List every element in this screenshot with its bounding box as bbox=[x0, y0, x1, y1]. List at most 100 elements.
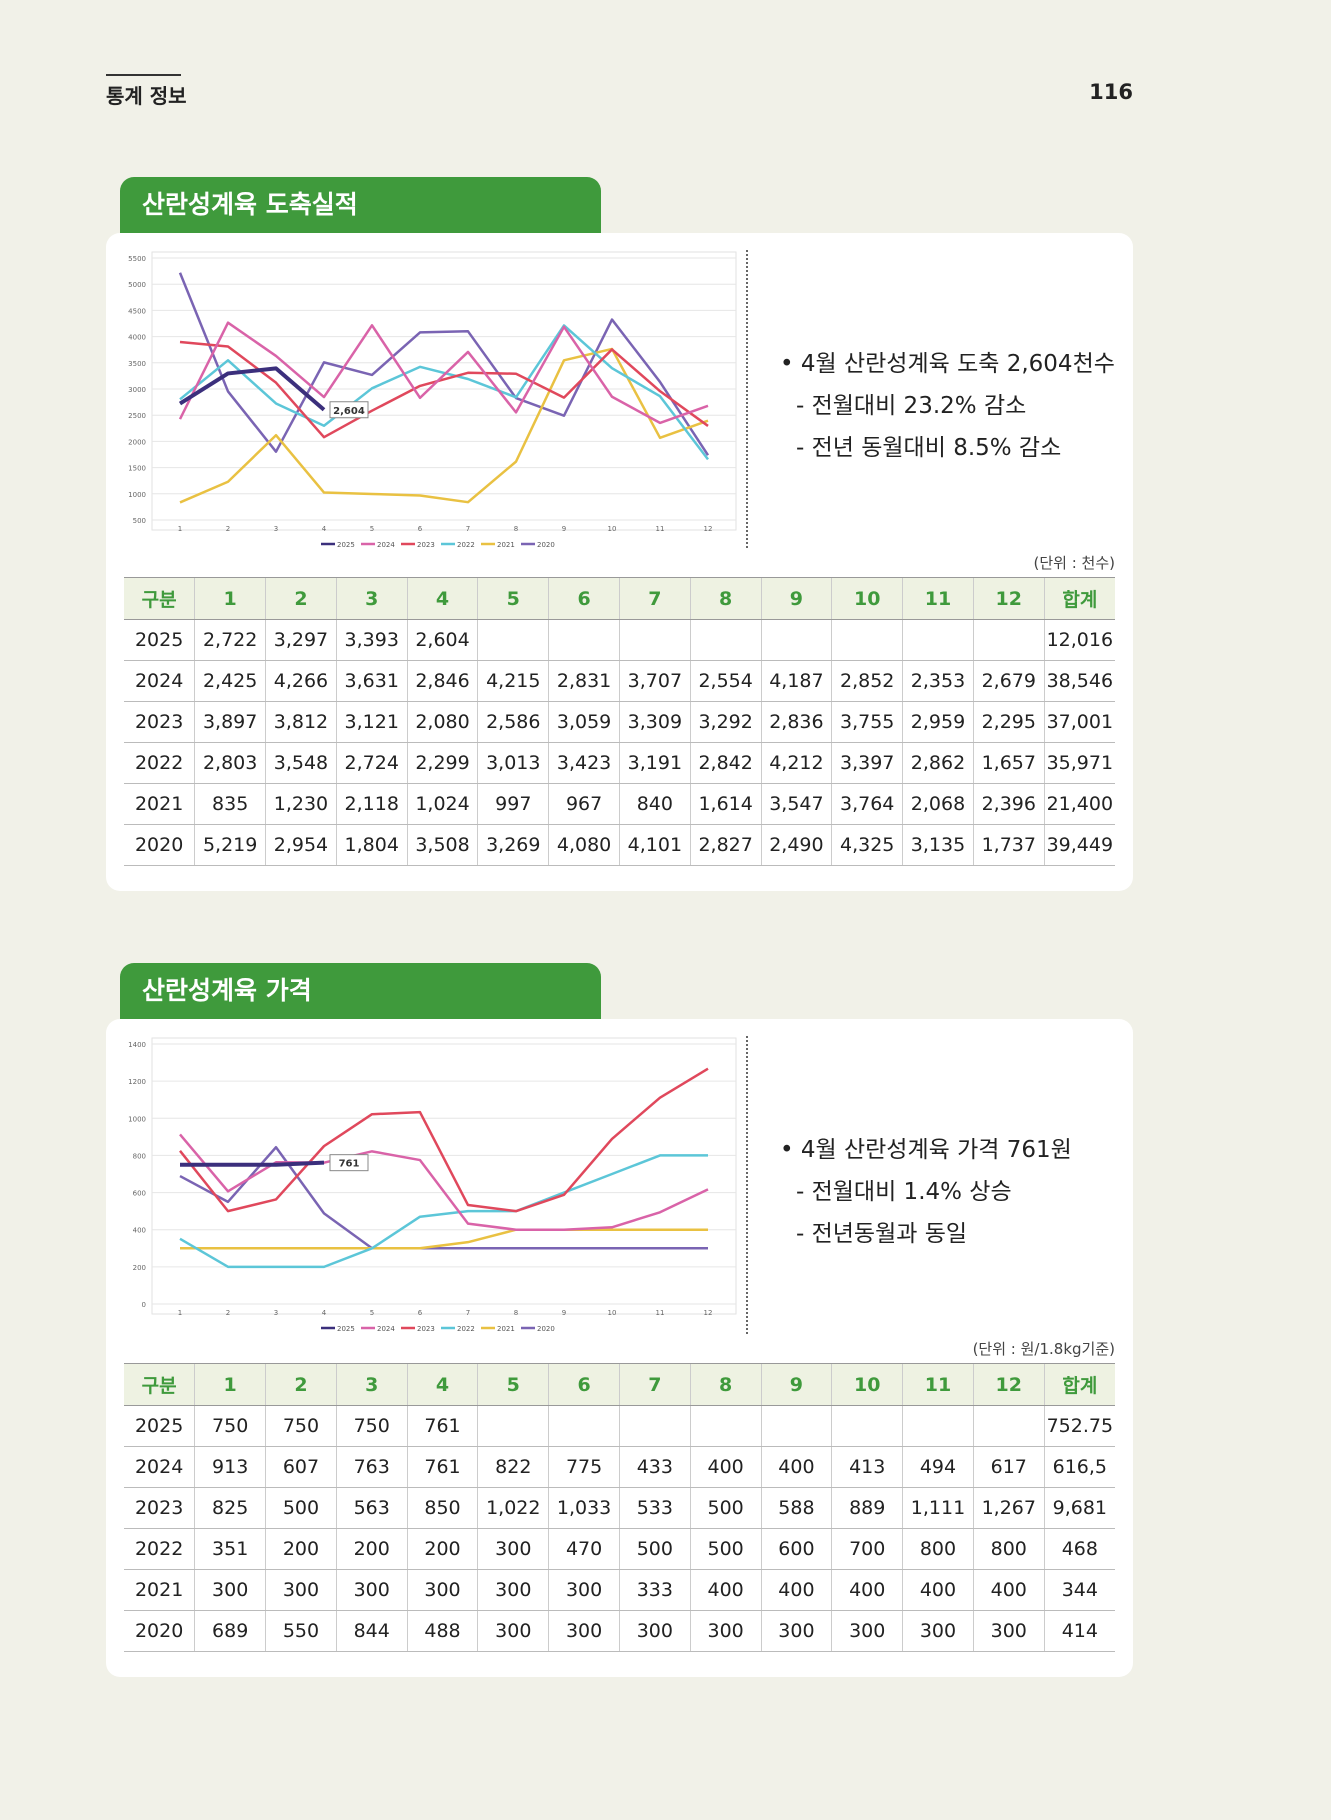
table-cell: 413 bbox=[831, 1446, 903, 1488]
table-cell: 2,586 bbox=[477, 701, 549, 743]
table-row: 2025 750 750 750 761 752.75 bbox=[124, 1405, 1115, 1447]
table-cell: 3,297 bbox=[265, 619, 337, 661]
table-cell: 4,080 bbox=[548, 824, 620, 866]
table-cell: 2,554 bbox=[689, 660, 762, 702]
table-cell: 300 bbox=[831, 1610, 903, 1652]
y-tick-label: 0 bbox=[142, 1301, 146, 1309]
table-cell: 3,755 bbox=[831, 701, 903, 743]
table-cell: 889 bbox=[831, 1487, 903, 1529]
table-cell: 200 bbox=[335, 1528, 408, 1570]
y-tick-label: 1000 bbox=[128, 1115, 146, 1123]
table-cell: 763 bbox=[335, 1446, 408, 1488]
header-cell: 구분 bbox=[124, 1363, 195, 1406]
table-cell: 2,836 bbox=[760, 701, 832, 743]
legend-label: 2021 bbox=[497, 1325, 515, 1333]
table-cell: 1,267 bbox=[972, 1487, 1045, 1529]
header-cell: 3 bbox=[335, 577, 408, 620]
table-cell: 2,954 bbox=[265, 824, 337, 866]
x-tick-label: 6 bbox=[418, 1309, 423, 1317]
note: - 전월대비 1.4% 상승 bbox=[796, 1179, 1012, 1205]
table-cell: 3,135 bbox=[902, 824, 974, 866]
table-row: 2021 835 1,230 2,118 1,024 997 967 840 1,614 3,54… bbox=[124, 783, 1115, 825]
table-cell: 967 bbox=[548, 783, 620, 825]
table-cell: 351 bbox=[194, 1528, 266, 1570]
table-cell: 4,187 bbox=[760, 660, 832, 702]
legend-label: 2020 bbox=[537, 541, 555, 549]
table-cell: 752.75 bbox=[1043, 1405, 1115, 1447]
table-cell: 300 bbox=[548, 1569, 620, 1611]
y-tick-label: 200 bbox=[133, 1264, 146, 1272]
table-cell: 488 bbox=[406, 1610, 478, 1652]
page-number: 116 bbox=[1089, 80, 1133, 104]
table-cell: 200 bbox=[406, 1528, 478, 1570]
unit: (단위 : 원/1.8kg기준) bbox=[972, 1340, 1115, 1358]
table-row: 2023 3,897 3,812 3,121 2,080 2,586 3,059 3,309 3… bbox=[124, 701, 1115, 743]
table-cell: 2,068 bbox=[902, 783, 974, 825]
y-tick-label: 2000 bbox=[128, 438, 146, 446]
table-cell: 1,111 bbox=[902, 1487, 974, 1529]
table-cell: 761 bbox=[406, 1446, 478, 1488]
table-cell: 400 bbox=[689, 1446, 762, 1488]
header-cell: 7 bbox=[618, 1363, 691, 1406]
table-cell: 2,080 bbox=[406, 701, 478, 743]
x-tick-label: 3 bbox=[274, 525, 278, 533]
table-cell: 533 bbox=[618, 1487, 691, 1529]
table-cell: 300 bbox=[548, 1610, 620, 1652]
header-cell: 11 bbox=[902, 577, 974, 620]
unit: (단위 : 천수) bbox=[1033, 554, 1116, 572]
table-cell: 3,309 bbox=[618, 701, 691, 743]
annotation: 761 bbox=[339, 1159, 360, 1170]
table-cell: 3,059 bbox=[548, 701, 620, 743]
y-tick-label: 1200 bbox=[128, 1078, 146, 1086]
table-cell: 800 bbox=[972, 1528, 1045, 1570]
legend-label: 2020 bbox=[537, 1325, 555, 1333]
legend-label: 2022 bbox=[457, 1325, 475, 1333]
table-cell: 550 bbox=[265, 1610, 337, 1652]
table-cell bbox=[902, 619, 974, 661]
table-cell: 2,679 bbox=[972, 660, 1045, 702]
table-cell: 1,737 bbox=[972, 824, 1045, 866]
table-cell: 300 bbox=[477, 1569, 549, 1611]
section-title: 산란성계육 도축실적 bbox=[120, 177, 601, 233]
header-row: 구분 1 2 3 4 5 6 7 8 9 10 11 12 합계 bbox=[124, 577, 1115, 620]
table-cell: 5,219 bbox=[194, 824, 266, 866]
table-cell: 2020 bbox=[124, 824, 195, 866]
table-cell: 607 bbox=[265, 1446, 337, 1488]
table-cell: 2,396 bbox=[972, 783, 1045, 825]
table-cell: 2022 bbox=[124, 742, 195, 784]
header-rule bbox=[106, 74, 181, 76]
table-cell: 300 bbox=[265, 1569, 337, 1611]
header-cell: 5 bbox=[477, 577, 549, 620]
header-cell: 합계 bbox=[1043, 577, 1115, 620]
table-cell: 300 bbox=[618, 1610, 691, 1652]
table-cell: 300 bbox=[477, 1528, 549, 1570]
table-cell: 800 bbox=[902, 1528, 974, 1570]
series-line bbox=[179, 340, 709, 439]
x-tick-label: 7 bbox=[466, 525, 470, 533]
table-cell: 2,724 bbox=[335, 742, 408, 784]
table-cell: 2,118 bbox=[335, 783, 408, 825]
table-cell: 1,024 bbox=[406, 783, 478, 825]
header-cell: 10 bbox=[831, 1363, 903, 1406]
y-tick-label: 1500 bbox=[128, 465, 146, 473]
table-cell: 700 bbox=[831, 1528, 903, 1570]
header-cell: 합계 bbox=[1043, 1363, 1115, 1406]
table-cell: 689 bbox=[194, 1610, 266, 1652]
annotation-box bbox=[329, 401, 369, 419]
table-cell: 300 bbox=[406, 1569, 478, 1611]
table-cell bbox=[831, 1405, 903, 1447]
table-cell: 2,295 bbox=[972, 701, 1045, 743]
table-cell: 12,016 bbox=[1043, 619, 1115, 661]
x-tick-label: 7 bbox=[466, 1309, 470, 1317]
plot-frame bbox=[151, 251, 737, 531]
table-cell: 35,971 bbox=[1043, 742, 1115, 784]
header-cell: 구분 bbox=[124, 577, 195, 620]
table-cell: 3,269 bbox=[477, 824, 549, 866]
x-tick-label: 4 bbox=[322, 525, 327, 533]
table-cell: 2024 bbox=[124, 660, 195, 702]
table-row: 2023 825 500 563 850 1,022 1,033 533 500 588 889 1,… bbox=[124, 1487, 1115, 1529]
y-tick-label: 400 bbox=[133, 1227, 146, 1235]
header-cell: 8 bbox=[689, 1363, 762, 1406]
